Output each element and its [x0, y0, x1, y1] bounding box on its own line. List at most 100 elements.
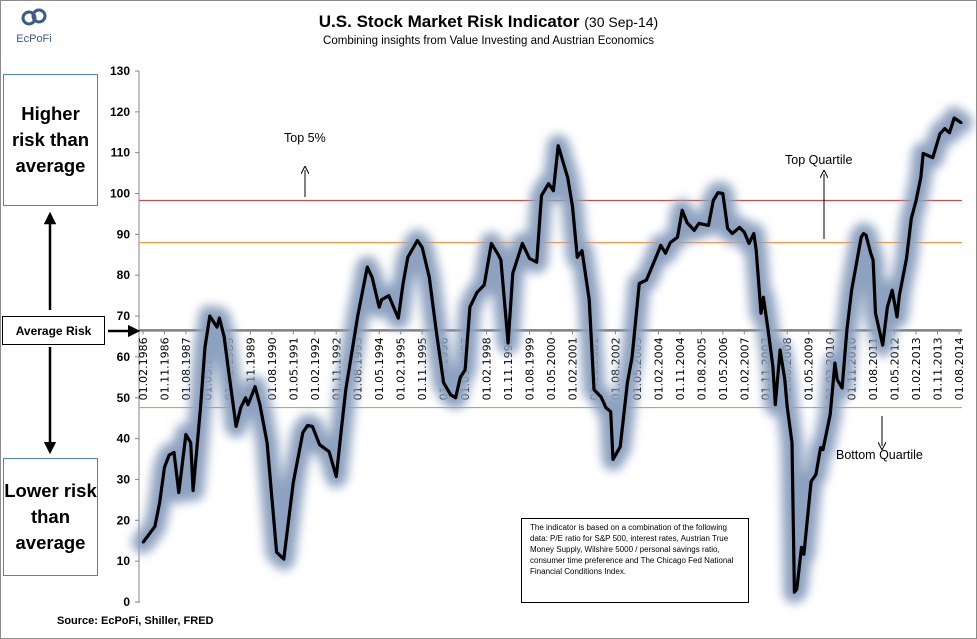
y-tick-label: 90 — [117, 227, 131, 241]
data-point — [397, 316, 400, 320]
data-point — [609, 410, 612, 413]
data-point — [244, 396, 247, 399]
data-point — [258, 403, 262, 406]
data-point — [189, 441, 192, 444]
data-point — [199, 408, 202, 412]
data-point — [790, 441, 794, 444]
title-date: (30 Sep-14) — [584, 14, 659, 30]
series-line — [141, 116, 963, 594]
x-tick-label: 01.02.2001 — [566, 337, 579, 400]
data-point — [327, 450, 331, 453]
data-point — [339, 431, 343, 434]
data-point — [499, 258, 503, 262]
data-point — [783, 378, 787, 381]
data-point — [535, 260, 538, 264]
lower-risk-box: Lower risk than average — [3, 458, 98, 576]
data-point — [459, 376, 462, 379]
data-point — [721, 192, 724, 195]
data-point — [759, 312, 763, 315]
data-point — [774, 403, 777, 406]
data-point — [953, 116, 956, 120]
bottom-quartile-label: Bottom Quartile — [836, 448, 923, 462]
x-tick-label: 01.02.1998 — [481, 337, 494, 400]
y-tick-label: 50 — [117, 391, 131, 405]
data-point — [420, 246, 424, 249]
data-point — [919, 176, 923, 179]
average-risk-box: Average Risk — [2, 316, 105, 345]
data-point — [845, 328, 849, 332]
data-point — [311, 425, 314, 428]
x-tick-label: 01.02.2013 — [910, 337, 923, 400]
data-point — [416, 239, 419, 242]
data-point — [141, 541, 145, 544]
data-point — [895, 315, 899, 319]
data-point — [809, 480, 813, 483]
data-point — [253, 385, 257, 388]
data-point — [626, 381, 629, 384]
data-point — [177, 491, 180, 494]
data-point — [556, 144, 560, 147]
data-point — [227, 372, 231, 375]
data-point — [506, 341, 510, 345]
x-tick-label: 01.08.1999 — [524, 337, 537, 400]
data-point — [401, 282, 405, 285]
data-point — [716, 191, 720, 194]
data-point — [747, 242, 751, 245]
chart-subtitle: Combining insights from Value Investing … — [323, 35, 654, 47]
data-point — [905, 257, 908, 260]
y-tick-label: 60 — [117, 350, 131, 364]
data-point — [475, 291, 479, 294]
x-tick-label: 01.11.1986 — [158, 337, 171, 400]
data-point — [576, 256, 579, 259]
y-tick-label: 120 — [110, 105, 130, 119]
x-tick-label: 01.11.2013 — [932, 337, 945, 400]
data-point — [435, 331, 438, 335]
data-point — [344, 388, 348, 391]
data-point — [821, 448, 825, 451]
top5-label: Top 5% — [284, 131, 326, 145]
y-tick-label: 10 — [117, 554, 131, 568]
data-point — [685, 221, 689, 224]
data-point — [356, 314, 359, 318]
data-point — [521, 242, 524, 245]
data-point — [482, 283, 486, 287]
x-tick-label: 01.05.2009 — [803, 337, 816, 400]
x-tick-label: 01.11.1995 — [416, 337, 429, 400]
data-point — [664, 251, 667, 255]
data-point — [215, 325, 219, 329]
x-tick-label: 01.05.1991 — [287, 337, 300, 400]
data-point — [669, 241, 672, 244]
x-tick-label: 01.08.2005 — [695, 337, 708, 400]
data-point — [960, 121, 963, 125]
y-tick-label: 80 — [117, 268, 131, 282]
data-point — [203, 345, 207, 349]
data-point — [793, 590, 796, 594]
y-tick-label: 70 — [117, 309, 131, 323]
x-tick-label: 01.02.1992 — [309, 337, 322, 400]
data-point — [731, 232, 734, 235]
data-point — [840, 386, 844, 390]
data-point — [370, 276, 374, 279]
data-point — [191, 489, 195, 492]
source-note: Source: EcPoFi, Shiller, FRED — [57, 615, 214, 627]
data-point — [265, 441, 269, 444]
data-point — [819, 446, 822, 449]
data-point — [645, 278, 648, 282]
data-point — [454, 396, 457, 399]
top-quartile-label: Top Quartile — [785, 153, 852, 167]
y-tick-label: 110 — [111, 146, 131, 160]
data-point — [318, 443, 321, 446]
data-point — [738, 226, 741, 229]
x-tick-label: 01.02.1995 — [395, 337, 408, 400]
info-box: The indicator is based on a combination … — [521, 518, 749, 603]
data-point — [659, 244, 662, 247]
data-point — [292, 481, 295, 484]
data-point — [378, 305, 381, 309]
y-tick-label: 100 — [110, 187, 130, 201]
data-point — [676, 236, 679, 239]
data-point — [552, 189, 555, 192]
data-point — [755, 249, 758, 252]
data-point — [938, 132, 942, 136]
data-point — [306, 424, 309, 427]
